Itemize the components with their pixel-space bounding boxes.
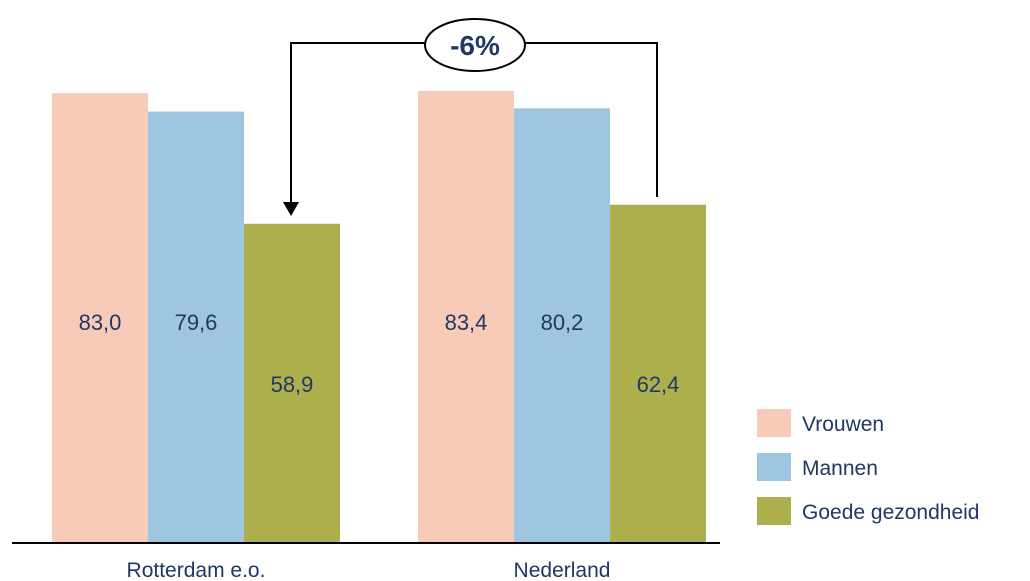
annotation-text: -6% [450,30,500,61]
bar-vrouwen-2 [418,90,514,544]
legend-swatch-mannen [757,453,791,481]
legend-label: Mannen [802,457,878,480]
bar-vrouwen-1 [52,93,148,543]
category-labels-layer: Rotterdam e.o. Nederland [127,559,611,581]
bar-mannen-2 [514,108,610,543]
annotation-bubble [424,18,526,72]
data-label: 62,4 [637,372,680,397]
data-label: 83,4 [445,310,488,335]
data-label: 58,9 [271,372,314,397]
data-label: 79,6 [175,310,218,335]
bar-labels-layer: 83,0 79,6 58,9 83,4 80,2 62,4 [79,310,680,397]
annotation-arrowhead [283,202,299,216]
data-label: 83,0 [79,310,122,335]
legend-label: Vrouwen [802,413,884,436]
bar-goede-gezondheid-1 [244,223,340,543]
legend-swatch-vrouwen [757,409,791,437]
category-label: Rotterdam e.o. [127,559,266,581]
bar-goede-gezondheid-2 [610,204,706,544]
category-label: Nederland [514,559,611,581]
difference-annotation: -6% [283,18,658,216]
legend: Vrouwen Mannen Goede gezondheid [757,409,980,525]
legend-swatch-goede-gezondheid [757,497,791,525]
data-label: 80,2 [541,310,584,335]
legend-label: Goede gezondheid [802,501,980,524]
bar-mannen-1 [148,111,244,544]
bars-layer [52,90,706,544]
